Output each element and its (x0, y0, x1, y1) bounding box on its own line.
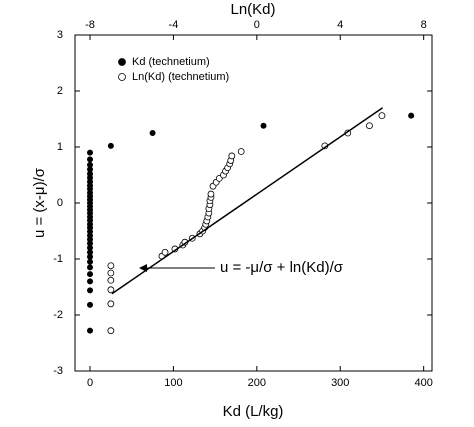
y-tick-label: -1 (53, 253, 63, 265)
annotation: u = -μ/σ + ln(Kd)/σ (220, 259, 344, 276)
point (107, 269, 115, 277)
point (228, 152, 236, 160)
point (161, 248, 169, 256)
point (87, 301, 94, 308)
y-tick-label: -3 (53, 365, 63, 377)
x2-tick-label: -4 (169, 19, 179, 31)
point (107, 327, 115, 335)
fit-line (111, 107, 384, 295)
point (107, 262, 115, 270)
plot-frame (74, 34, 433, 372)
x-axis-label: Kd (L/kg) (223, 403, 284, 420)
point (87, 156, 94, 163)
x2-tick-label: -8 (85, 19, 95, 31)
point (87, 278, 94, 285)
point (107, 142, 114, 149)
x2-tick-label: 0 (254, 19, 260, 31)
y-tick-label: 2 (57, 85, 63, 97)
legend-label: Ln(Kd) (technetium) (132, 71, 229, 83)
legend-marker (118, 73, 126, 81)
point (366, 122, 373, 130)
point (87, 327, 94, 334)
point (87, 264, 94, 271)
x2-tick-label: 4 (337, 19, 343, 31)
point (107, 286, 115, 294)
x-tick-label: 400 (414, 377, 432, 389)
point (149, 129, 156, 136)
point (87, 287, 94, 294)
point (87, 271, 94, 278)
arrow-head (139, 264, 147, 272)
point (378, 112, 386, 120)
point (260, 122, 267, 129)
point (87, 258, 94, 265)
legend-marker (118, 58, 126, 66)
x2-tick-label: 8 (421, 19, 427, 31)
x-tick-label: 300 (331, 377, 349, 389)
y-tick-label: -2 (53, 309, 63, 321)
point (207, 190, 215, 198)
y-tick-label: 1 (57, 141, 63, 153)
y-tick-label: 3 (57, 29, 63, 41)
x2-axis-label: Ln(Kd) (230, 1, 275, 18)
legend-label: Kd (technetium) (132, 56, 210, 68)
point (107, 276, 115, 284)
point (237, 148, 245, 155)
x-tick-label: 0 (87, 377, 93, 389)
point (87, 149, 94, 156)
point (87, 161, 94, 168)
y-axis-label: u = (x-μ)/σ (31, 167, 48, 238)
y-tick-label: 0 (57, 197, 63, 209)
point (408, 112, 415, 119)
point (107, 300, 115, 308)
x-tick-label: 200 (248, 377, 266, 389)
x-tick-label: 100 (164, 377, 182, 389)
